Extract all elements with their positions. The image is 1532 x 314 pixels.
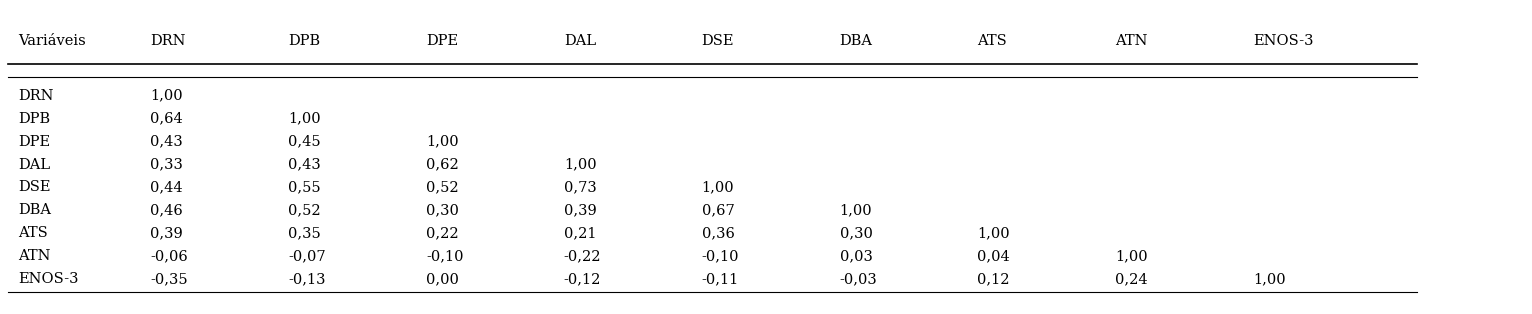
Text: 0,24: 0,24 xyxy=(1115,272,1147,286)
Text: DSE: DSE xyxy=(702,34,734,48)
Text: ENOS-3: ENOS-3 xyxy=(1253,34,1313,48)
Text: DPE: DPE xyxy=(18,135,51,149)
Text: -0,35: -0,35 xyxy=(150,272,188,286)
Text: DPB: DPB xyxy=(288,34,320,48)
Text: 0,45: 0,45 xyxy=(288,135,320,149)
Text: 1,00: 1,00 xyxy=(150,89,182,103)
Text: 0,36: 0,36 xyxy=(702,226,734,240)
Text: 1,00: 1,00 xyxy=(977,226,1010,240)
Text: 0,52: 0,52 xyxy=(426,181,458,194)
Text: 0,39: 0,39 xyxy=(150,226,182,240)
Text: 0,43: 0,43 xyxy=(288,158,320,171)
Text: 0,12: 0,12 xyxy=(977,272,1010,286)
Text: -0,11: -0,11 xyxy=(702,272,738,286)
Text: 0,30: 0,30 xyxy=(840,226,872,240)
Text: 1,00: 1,00 xyxy=(702,181,734,194)
Text: -0,06: -0,06 xyxy=(150,249,188,263)
Text: DPE: DPE xyxy=(426,34,458,48)
Text: 1,00: 1,00 xyxy=(840,203,872,217)
Text: DSE: DSE xyxy=(18,181,51,194)
Text: 0,30: 0,30 xyxy=(426,203,458,217)
Text: -0,03: -0,03 xyxy=(840,272,878,286)
Text: 0,46: 0,46 xyxy=(150,203,182,217)
Text: 1,00: 1,00 xyxy=(288,112,320,126)
Text: Variáveis: Variáveis xyxy=(18,34,86,48)
Text: ATN: ATN xyxy=(1115,34,1147,48)
Text: 0,22: 0,22 xyxy=(426,226,458,240)
Text: 0,03: 0,03 xyxy=(840,249,872,263)
Text: ATS: ATS xyxy=(977,34,1007,48)
Text: 0,62: 0,62 xyxy=(426,158,458,171)
Text: DRN: DRN xyxy=(18,89,54,103)
Text: DPB: DPB xyxy=(18,112,51,126)
Text: -0,13: -0,13 xyxy=(288,272,325,286)
Text: 0,43: 0,43 xyxy=(150,135,182,149)
Text: 0,55: 0,55 xyxy=(288,181,320,194)
Text: -0,07: -0,07 xyxy=(288,249,326,263)
Text: -0,12: -0,12 xyxy=(564,272,601,286)
Text: 0,64: 0,64 xyxy=(150,112,182,126)
Text: -0,22: -0,22 xyxy=(564,249,601,263)
Text: 0,04: 0,04 xyxy=(977,249,1010,263)
Text: 0,44: 0,44 xyxy=(150,181,182,194)
Text: 0,73: 0,73 xyxy=(564,181,596,194)
Text: ATS: ATS xyxy=(18,226,47,240)
Text: 1,00: 1,00 xyxy=(1115,249,1147,263)
Text: 0,67: 0,67 xyxy=(702,203,734,217)
Text: -0,10: -0,10 xyxy=(702,249,738,263)
Text: 1,00: 1,00 xyxy=(1253,272,1285,286)
Text: -0,10: -0,10 xyxy=(426,249,463,263)
Text: DAL: DAL xyxy=(18,158,51,171)
Text: 0,35: 0,35 xyxy=(288,226,320,240)
Text: 1,00: 1,00 xyxy=(564,158,596,171)
Text: ATN: ATN xyxy=(18,249,51,263)
Text: DBA: DBA xyxy=(840,34,873,48)
Text: 0,33: 0,33 xyxy=(150,158,182,171)
Text: 0,00: 0,00 xyxy=(426,272,458,286)
Text: DRN: DRN xyxy=(150,34,185,48)
Text: ENOS-3: ENOS-3 xyxy=(18,272,78,286)
Text: DAL: DAL xyxy=(564,34,596,48)
Text: DBA: DBA xyxy=(18,203,52,217)
Text: 0,39: 0,39 xyxy=(564,203,596,217)
Text: 1,00: 1,00 xyxy=(426,135,458,149)
Text: 0,21: 0,21 xyxy=(564,226,596,240)
Text: 0,52: 0,52 xyxy=(288,203,320,217)
